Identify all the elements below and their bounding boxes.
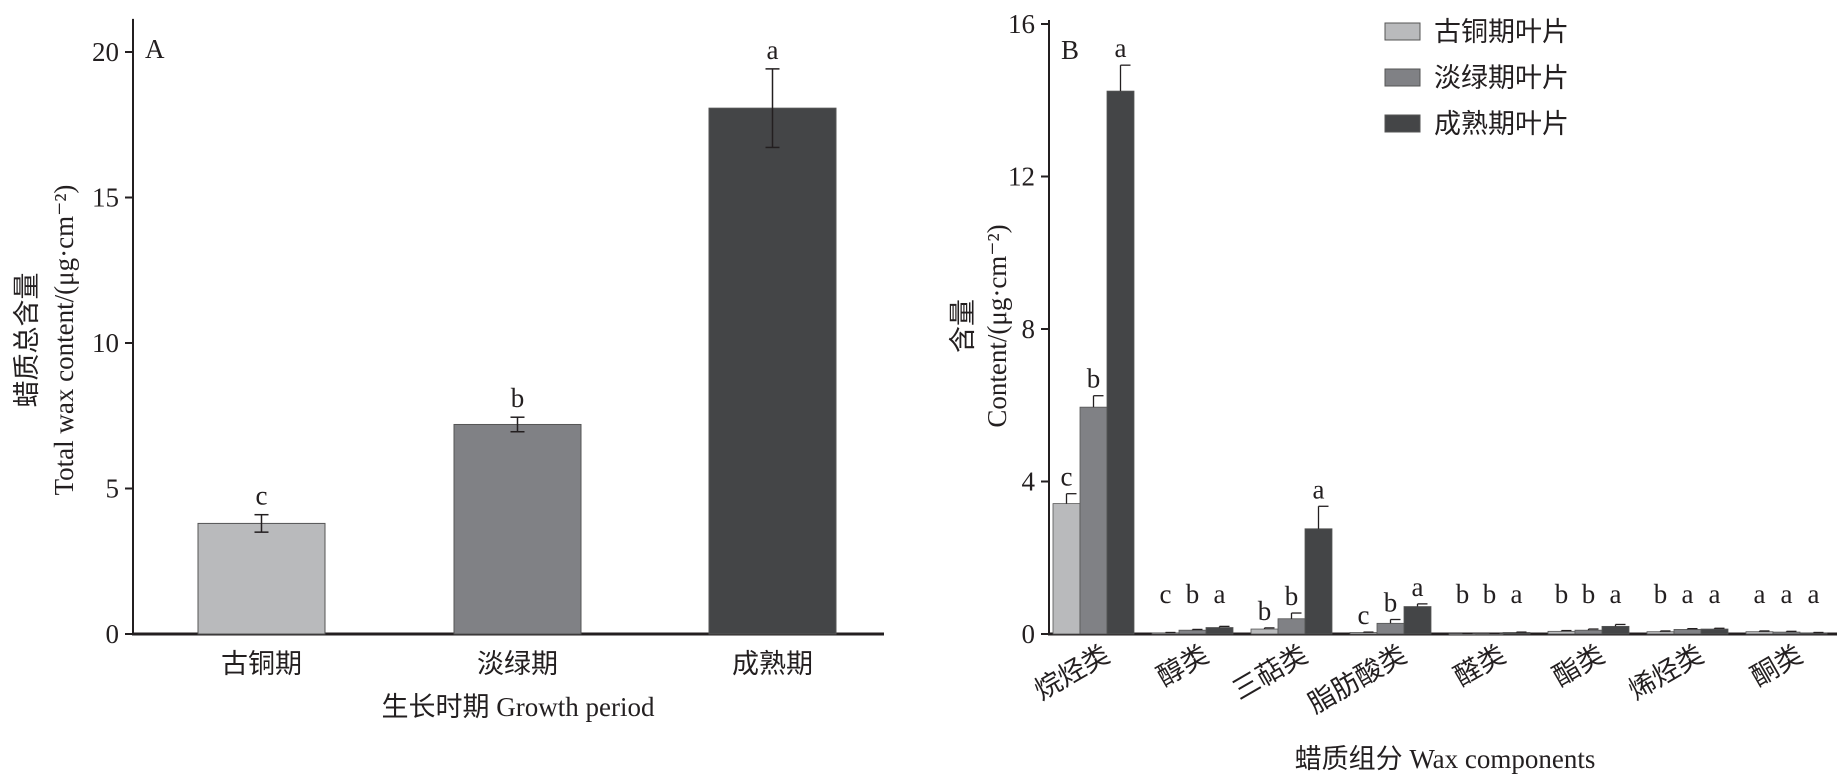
bar — [1547, 630, 1576, 635]
y-axis-title-cn: 蜡质总含量 — [12, 273, 42, 408]
legend-label: 成熟期叶片 — [1434, 109, 1569, 139]
significance-letter: a — [767, 35, 779, 65]
y-tick-label: 4 — [1022, 467, 1036, 497]
bar — [1106, 90, 1135, 635]
bar — [1700, 628, 1729, 635]
bar — [1277, 618, 1306, 635]
x-tick-label: 三萜类 — [1227, 639, 1312, 705]
significance-letter: b — [1456, 579, 1470, 609]
bar — [1304, 528, 1333, 635]
bar — [1601, 625, 1630, 635]
legend-swatch — [1384, 114, 1421, 133]
y-tick-label: 5 — [106, 474, 120, 504]
significance-letter: b — [1483, 579, 1497, 609]
bar — [1205, 627, 1234, 635]
y-tick-label: 0 — [1022, 619, 1036, 649]
x-tick-label: 淡绿期 — [477, 649, 558, 679]
x-tick-label: 成熟期 — [732, 649, 813, 679]
significance-letter: a — [1115, 33, 1127, 63]
significance-letter: a — [1412, 572, 1424, 602]
bar — [1376, 622, 1405, 635]
bar — [1079, 406, 1108, 635]
bar — [1178, 629, 1207, 635]
bar — [1403, 606, 1432, 635]
significance-letter: a — [1610, 579, 1622, 609]
significance-letter: a — [1709, 579, 1721, 609]
significance-letter: a — [1214, 579, 1226, 609]
significance-letter: b — [1087, 364, 1101, 394]
y-axis-title-en: Total wax content/(μg·cm⁻²) — [49, 185, 79, 496]
significance-letter: b — [511, 383, 525, 413]
significance-letter: c — [1160, 579, 1172, 609]
significance-letter: b — [1186, 579, 1200, 609]
x-axis-title: 生长时期 Growth period — [382, 692, 655, 722]
y-axis-title-cn: 含量 — [948, 299, 978, 353]
significance-letter: c — [1061, 462, 1073, 492]
bar — [708, 107, 837, 635]
x-tick-label: 脂肪酸类 — [1303, 639, 1412, 719]
bar — [1745, 631, 1774, 635]
significance-letter: a — [1511, 579, 1523, 609]
panel-label: B — [1061, 35, 1079, 65]
bar — [453, 423, 582, 635]
bar — [197, 522, 326, 635]
legend-label: 古铜期叶片 — [1434, 17, 1569, 47]
y-tick-label: 10 — [92, 328, 119, 358]
legend-swatch — [1384, 68, 1421, 87]
legend-swatch — [1384, 22, 1421, 41]
significance-letter: a — [1808, 579, 1820, 609]
panel-label: A — [145, 34, 165, 64]
significance-letter: c — [256, 481, 268, 511]
y-tick-label: 16 — [1008, 9, 1035, 39]
y-tick-label: 8 — [1022, 314, 1036, 344]
significance-letter: c — [1358, 600, 1370, 630]
x-tick-label: 酮类 — [1746, 639, 1808, 692]
significance-letter: b — [1285, 581, 1299, 611]
significance-letter: a — [1682, 579, 1694, 609]
significance-letter: a — [1781, 579, 1793, 609]
significance-letter: b — [1384, 588, 1398, 618]
x-tick-label: 酯类 — [1548, 639, 1610, 692]
y-tick-label: 0 — [106, 619, 120, 649]
legend-label: 淡绿期叶片 — [1434, 63, 1569, 93]
significance-letter: b — [1582, 579, 1596, 609]
significance-letter: b — [1555, 579, 1569, 609]
significance-letter: b — [1258, 596, 1272, 626]
y-tick-label: 12 — [1008, 162, 1035, 192]
bar — [1673, 629, 1702, 635]
bar — [1772, 631, 1801, 635]
y-axis-title-en: Content/(μg·cm⁻²) — [982, 224, 1012, 427]
x-tick-label: 烷烃类 — [1029, 639, 1114, 705]
x-tick-label: 醛类 — [1449, 639, 1511, 692]
significance-letter: b — [1654, 579, 1668, 609]
y-tick-label: 20 — [92, 37, 119, 67]
x-tick-label: 烯烃类 — [1623, 639, 1708, 705]
bar — [1646, 631, 1675, 635]
x-axis-title: 蜡质组分 Wax components — [1295, 744, 1596, 774]
x-tick-label: 醇类 — [1152, 639, 1214, 692]
significance-letter: a — [1313, 474, 1325, 504]
bar — [1250, 628, 1279, 635]
x-tick-label: 古铜期 — [221, 649, 302, 679]
y-tick-label: 15 — [92, 183, 119, 213]
significance-letter: a — [1754, 579, 1766, 609]
bar — [1574, 629, 1603, 635]
bar — [1052, 503, 1081, 635]
